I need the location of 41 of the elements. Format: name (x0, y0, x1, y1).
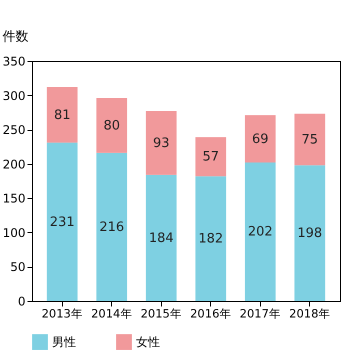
bar (294, 165, 326, 301)
data-label: 57 (202, 150, 220, 165)
bar (244, 162, 276, 301)
data-label: 93 (152, 136, 170, 151)
y-tick-label: 100 (2, 226, 26, 240)
bar (244, 115, 276, 162)
y-tick-label: 0 (18, 294, 26, 308)
y-tick-label: 300 (2, 88, 26, 103)
bar (46, 142, 78, 301)
data-label: 202 (248, 224, 273, 240)
bar (146, 174, 177, 301)
data-label: 231 (50, 214, 75, 230)
bar (146, 111, 177, 175)
x-tick-label: 2015年 (140, 306, 182, 320)
bar (96, 98, 128, 153)
y-tick-label: 200 (2, 157, 26, 172)
bar (46, 87, 78, 143)
x-tick-label: 2014年 (91, 306, 132, 320)
y-tick-label: 150 (2, 192, 26, 206)
x-tick-label: 2018年 (289, 306, 330, 320)
x-tick-label: 2016年 (190, 306, 232, 320)
data-label: 216 (99, 220, 124, 235)
data-label: 184 (148, 230, 174, 246)
data-label: 80 (103, 118, 120, 134)
bar (195, 176, 226, 301)
data-label: 198 (297, 226, 322, 242)
legend-label: 女性 (136, 335, 160, 350)
x-tick-label: 2017年 (240, 306, 281, 320)
data-label: 182 (198, 232, 224, 247)
data-label: 75 (302, 132, 318, 148)
y-axis-title: 件数 (2, 30, 28, 44)
x-tick-label: 2013年 (42, 306, 83, 320)
bar (195, 137, 226, 176)
data-label: 69 (252, 132, 269, 147)
bar (96, 152, 128, 301)
legend-label: 男性 (52, 335, 76, 350)
y-tick-label: 50 (10, 260, 26, 274)
y-tick-label: 250 (2, 123, 26, 138)
bar (294, 114, 326, 166)
y-tick-label: 350 (2, 54, 26, 68)
data-label: 81 (54, 108, 70, 123)
